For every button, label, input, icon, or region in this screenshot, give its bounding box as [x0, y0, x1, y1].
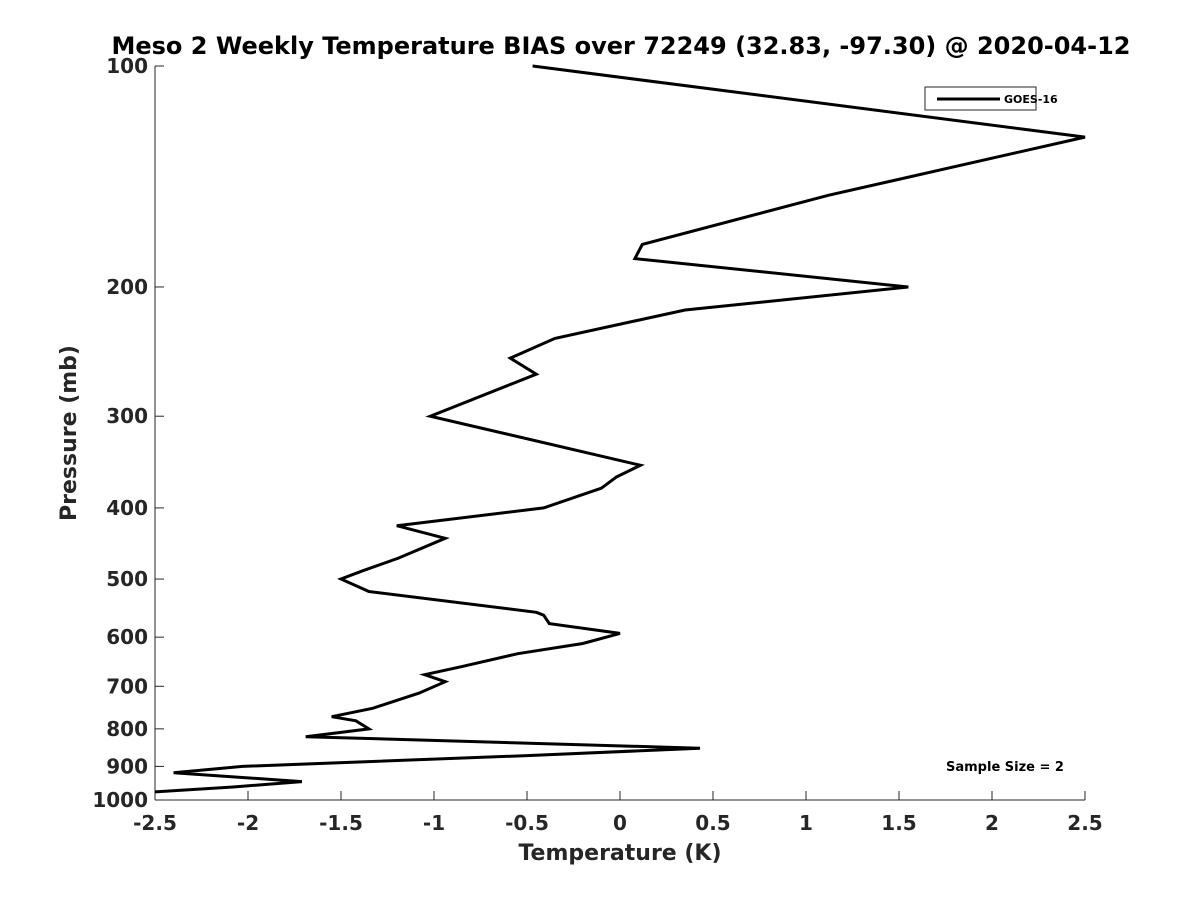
chart-title: Meso 2 Weekly Temperature BIAS over 7224… — [111, 32, 1130, 60]
y-axis-label: Pressure (mb) — [57, 345, 82, 521]
series-line-goes-16 — [154, 64, 1086, 794]
y-tick-label: 700 — [106, 674, 148, 698]
y-tick-label: 600 — [106, 625, 148, 649]
x-tick-label: -0.5 — [505, 811, 549, 835]
x-tick-label: -2 — [237, 811, 259, 835]
x-tick-label: -1 — [423, 811, 445, 835]
y-tick-label: 800 — [106, 717, 148, 741]
legend-label: GOES-16 — [1004, 93, 1058, 106]
x-tick-label: -1.5 — [319, 811, 363, 835]
x-tick-label: 0 — [613, 811, 627, 835]
x-ticks: -2.5 -2 -1.5 -1 -0.5 0 0.5 1 1.5 2 2.5 — [133, 791, 1103, 835]
y-tick-label: 200 — [106, 275, 148, 299]
y-tick-label: 500 — [106, 567, 148, 591]
x-axis-label: Temperature (K) — [518, 841, 721, 866]
y-tick-label: 900 — [106, 754, 148, 778]
x-tick-label: 1 — [799, 811, 813, 835]
y-tick-label: 300 — [106, 404, 148, 428]
y-tick-label: 100 — [106, 54, 148, 78]
y-tick-label: 1000 — [92, 788, 148, 812]
sample-size-annotation: Sample Size = 2 — [946, 760, 1064, 775]
legend: GOES-16 — [924, 86, 1058, 111]
x-tick-label: 1.5 — [881, 811, 916, 835]
series-layer — [154, 64, 1086, 794]
x-tick-label: 2 — [985, 811, 999, 835]
x-tick-label: -2.5 — [133, 811, 177, 835]
x-tick-label: 2.5 — [1067, 811, 1102, 835]
y-ticks: 100 200 300 400 500 600 700 800 900 1000 — [92, 54, 164, 812]
x-tick-label: 0.5 — [695, 811, 730, 835]
y-tick-label: 400 — [106, 496, 148, 520]
